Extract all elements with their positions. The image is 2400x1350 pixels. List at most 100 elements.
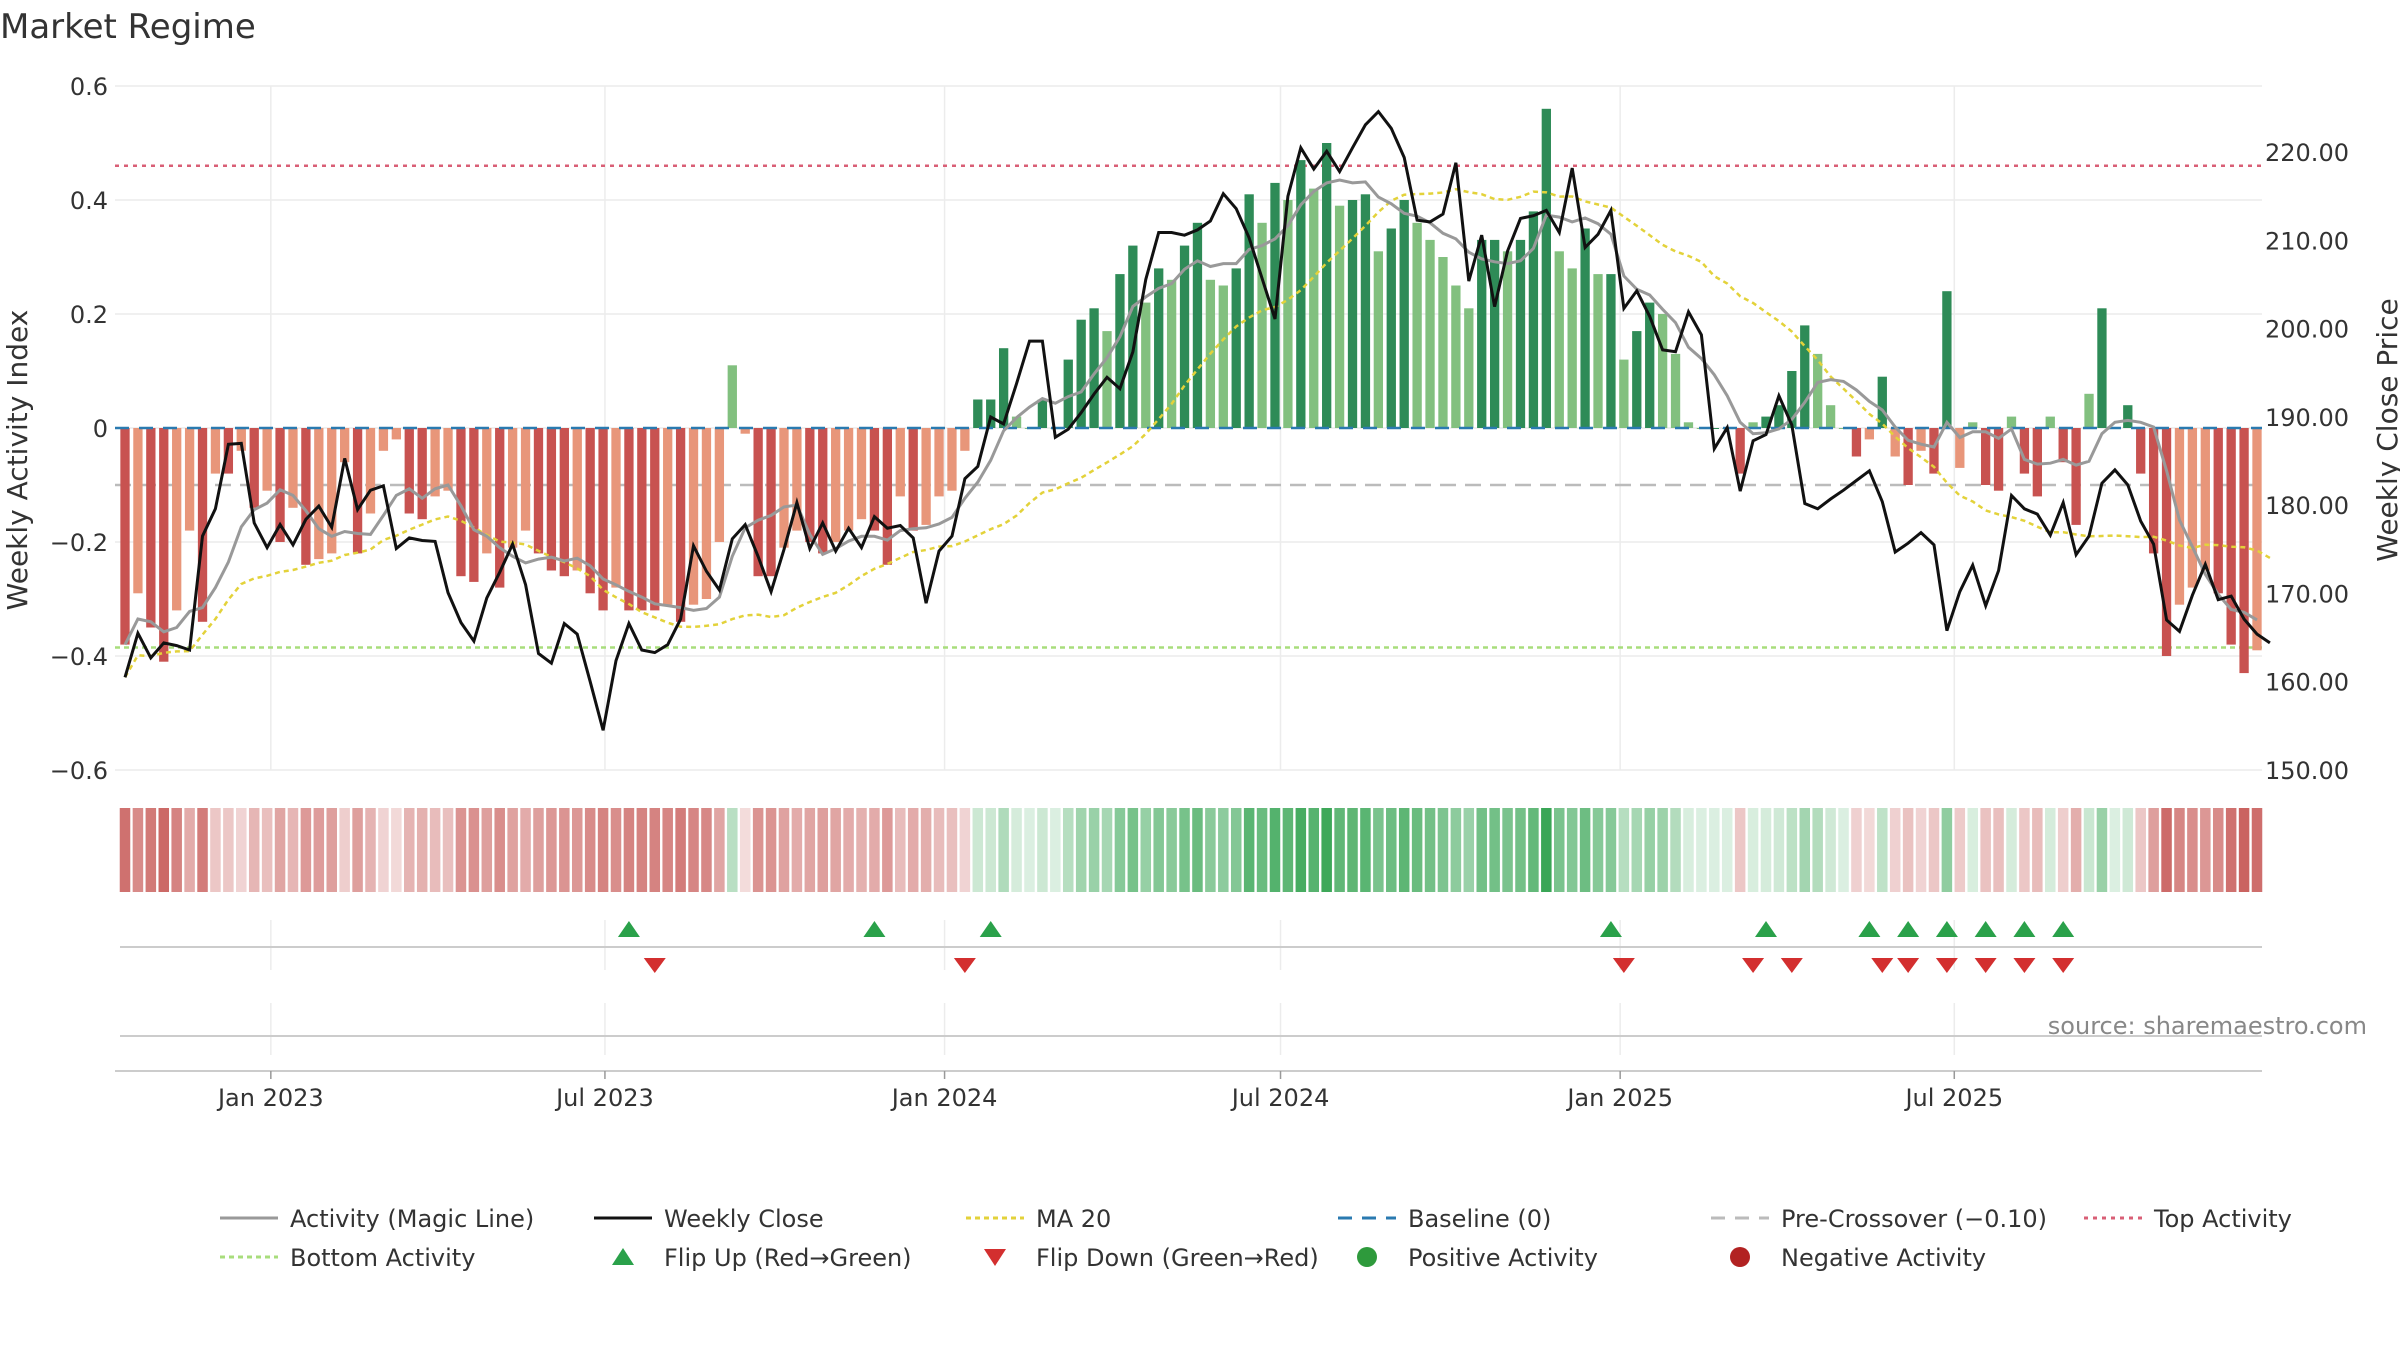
activity-bar [2019,428,2030,474]
regime-cell [494,808,505,892]
activity-bar [1425,239,1435,428]
activity-bar [637,428,647,611]
flip-up-marker [1935,921,1958,937]
activity-bar [1813,353,1823,428]
ma20-line [123,187,2271,678]
activity-bar [1774,405,1784,428]
regime-cell [313,808,325,892]
legend-label: Baseline (0) [1408,1205,1551,1233]
regime-cell [2174,808,2185,892]
y-right-tick-label: 180.00 [2265,492,2349,520]
regime-cell [998,808,1009,892]
activity-bar [1115,274,1125,428]
regime-cell [2096,808,2108,892]
regime-cell [507,808,518,892]
activity-bar [1606,274,1616,428]
activity-bar [805,428,815,542]
activity-bar [1567,268,1577,428]
activity-bar [2097,308,2107,428]
regime-cell [1398,808,1410,892]
activity-bar [1011,416,1022,428]
legend-item-ma20: MA 20 [966,1205,1111,1233]
activity-bar [572,428,582,571]
activity-bar [1645,302,1655,428]
activity-bar [1451,285,1461,428]
regime-cell [1476,808,1487,892]
flip-up-marker [617,921,640,937]
activity-bar [391,428,401,440]
activity-bar [727,365,737,428]
regime-cell [2135,808,2146,892]
legend-swatch [1357,1247,1377,1267]
activity-bar [340,428,350,463]
activity-bar [1968,422,1978,428]
regime-cell [1515,808,1526,892]
weekly-close-line [123,109,2271,731]
activity-bar [159,428,169,662]
activity-bar [1192,222,1203,428]
activity-bar [249,428,259,508]
y-left-tick-label: −0.4 [50,643,108,671]
regime-cell [1321,808,1332,892]
legend-item-close: Weekly Close [594,1205,824,1233]
regime-cell [1915,808,1927,892]
y-right-tick-label: 190.00 [2265,404,2349,432]
activity-bar [2006,416,2017,428]
legend-swatch [1730,1247,1750,1267]
regime-cell [1993,808,2004,892]
activity-bar [1890,428,1900,457]
legend-item-baseline: Baseline (0) [1338,1205,1551,1233]
regime-cell [1101,808,1113,892]
regime-cell [1683,808,1694,892]
regime-cell [946,808,958,892]
activity-bar [1360,194,1371,428]
activity-bar [1296,160,1306,428]
flip-down-marker [2052,958,2075,973]
y-left-tick-label: 0.2 [70,301,108,329]
activity-bar [1748,422,1758,428]
regime-cell [2083,808,2095,892]
activity-bar [378,428,389,451]
activity-bar [611,428,621,588]
regime-cell [1347,808,1358,892]
regime-cell [2122,808,2134,892]
activity-bar [1657,314,1668,428]
regime-cell [1424,808,1436,892]
flip-up-marker [979,921,1002,937]
regime-cell [210,808,221,892]
y-right-tick-label: 160.00 [2265,669,2349,697]
x-tick-label: Jan 2025 [1565,1084,1673,1112]
regime-cell [300,808,312,892]
legend-item-flipdown: Flip Down (Green→Red) [984,1244,1319,1272]
regime-cell [623,808,635,892]
regime-cell [1928,808,1940,892]
y-right-tick-label: 170.00 [2265,580,2349,608]
regime-cell [1554,808,1565,892]
regime-cell [584,808,596,892]
activity-bar [2161,428,2172,656]
x-tick-label: Jul 2023 [554,1084,654,1112]
activity-bar [352,428,363,554]
legend-item-top: Top Activity [2084,1205,2292,1233]
regime-cell [248,808,260,892]
regime-cell [2057,808,2069,892]
regime-cell [1709,808,1720,892]
regime-cell [365,808,376,892]
activity-bar [1386,228,1396,428]
activity-bar [2148,428,2159,554]
legend-item-bottom: Bottom Activity [220,1244,475,1272]
activity-bar [895,428,905,497]
y-axis-right-label: Weekly Close Price [2371,298,2400,561]
activity-bar [921,428,931,525]
flip-up-marker [2013,921,2036,937]
activity-bar [443,428,453,491]
activity-bar [1218,285,1228,428]
regime-cell [1747,808,1759,892]
regime-cell [1218,808,1229,892]
regime-cell [1670,808,1681,892]
activity-bar [779,428,789,548]
regime-cell [1334,808,1345,892]
regime-cell [2200,808,2211,892]
regime-cell [1463,808,1475,892]
